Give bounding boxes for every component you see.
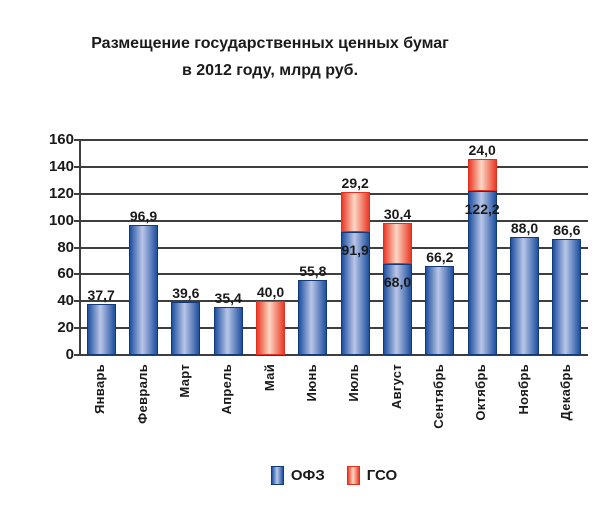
bar-ofz-segment (340, 231, 370, 355)
grid-line (80, 327, 588, 330)
y-tick-label: 20 (57, 319, 74, 337)
y-tick-label: 140 (48, 157, 74, 175)
bar-value-label: 39,6 (172, 284, 200, 301)
y-tick-label: 80 (57, 238, 74, 256)
bar-value-label: 88,0 (510, 219, 539, 236)
bar-value-label-gso: 30,4 (383, 205, 412, 222)
x-axis-label: Сентябрь (430, 364, 446, 429)
chart-legend: ОФЗ ГСО (80, 464, 588, 486)
bar-ofz-segment (298, 280, 328, 355)
y-axis-tick (74, 219, 80, 222)
x-axis-label: Январь (92, 364, 108, 414)
y-axis-tick (74, 273, 80, 276)
bar-gso-segment (340, 192, 370, 232)
y-axis-tick (74, 165, 80, 168)
chart-title-line2: в 2012 году, млрд руб. (181, 62, 359, 79)
legend-item-gso: ГСО (346, 465, 398, 485)
grid-line (80, 246, 588, 249)
x-axis-label: Октябрь (473, 364, 489, 421)
bar-value-label: 40,0 (256, 284, 285, 301)
y-tick-label: 0 (65, 346, 74, 363)
bar-value-label-ofz: 68,0 (383, 273, 412, 290)
x-axis-label: Ноябрь (515, 364, 531, 415)
grid-line (80, 139, 588, 141)
bar-value-label-gso: 24,0 (468, 141, 496, 158)
chart-title: Размещение государственных ценных бумаг … (0, 30, 540, 84)
bar-ofz-segment (425, 266, 455, 355)
y-tick-label: 60 (57, 265, 74, 283)
bar-value-label: 66,2 (426, 249, 454, 266)
x-axis-label: Июнь (303, 364, 319, 402)
y-axis-tick (74, 192, 80, 195)
bar-value-label: 86,6 (553, 221, 581, 238)
bar-ofz-segment (552, 238, 582, 355)
x-axis-label: Декабрь (557, 364, 573, 421)
grid-line (80, 273, 588, 276)
bar-gso-segment (383, 222, 412, 264)
bar-value-label-gso: 29,2 (341, 175, 369, 192)
legend-label-gso: ГСО (366, 466, 398, 484)
grid-line (80, 219, 588, 222)
bar-ofz-segment (86, 304, 116, 355)
bar-ofz-segment (129, 224, 158, 355)
y-axis-line (79, 139, 81, 356)
y-axis-tick (74, 327, 80, 330)
legend-label-ofz: ОФЗ (290, 466, 325, 484)
x-axis-label: Август (388, 364, 404, 410)
bar-value-label: 35,4 (214, 290, 242, 307)
grid-line (80, 192, 588, 195)
y-tick-label: 160 (48, 131, 74, 148)
x-axis-label: Май (261, 364, 277, 392)
y-axis-tick (74, 139, 80, 141)
grid-line (80, 300, 588, 303)
y-axis-tick (74, 300, 80, 303)
x-axis-label: Март (176, 364, 192, 398)
bar-gso-segment (256, 301, 285, 355)
y-axis-tick (74, 354, 80, 356)
grid-line (80, 165, 588, 168)
y-tick-label: 40 (57, 292, 74, 310)
x-axis-label: Июль (346, 364, 362, 402)
y-axis-tick (74, 246, 80, 249)
x-axis-label: Февраль (134, 364, 150, 424)
bar-value-label: 37,7 (87, 287, 115, 304)
ofz-color-swatch-icon (270, 465, 284, 485)
bar-ofz-segment (383, 263, 412, 355)
bar-ofz-segment (171, 301, 201, 355)
bar-gso-segment (467, 158, 497, 191)
bar-value-label-ofz: 122,2 (464, 200, 500, 217)
legend-item-ofz: ОФЗ (270, 465, 325, 485)
bar-value-label-ofz: 91,9 (341, 241, 369, 258)
bar-ofz-segment (510, 236, 539, 355)
gso-color-swatch-icon (346, 465, 360, 485)
grid-line (80, 354, 588, 356)
bar-value-label: 96,9 (129, 207, 158, 224)
bar-ofz-segment (467, 190, 497, 355)
chart-title-line1: Размещение государственных ценных бумаг (91, 35, 449, 52)
bar-value-label: 55,8 (299, 263, 327, 280)
y-tick-label: 100 (48, 211, 74, 229)
y-tick-label: 120 (48, 184, 74, 202)
bar-ofz-segment (213, 307, 243, 355)
x-axis-label: Апрель (219, 364, 235, 415)
